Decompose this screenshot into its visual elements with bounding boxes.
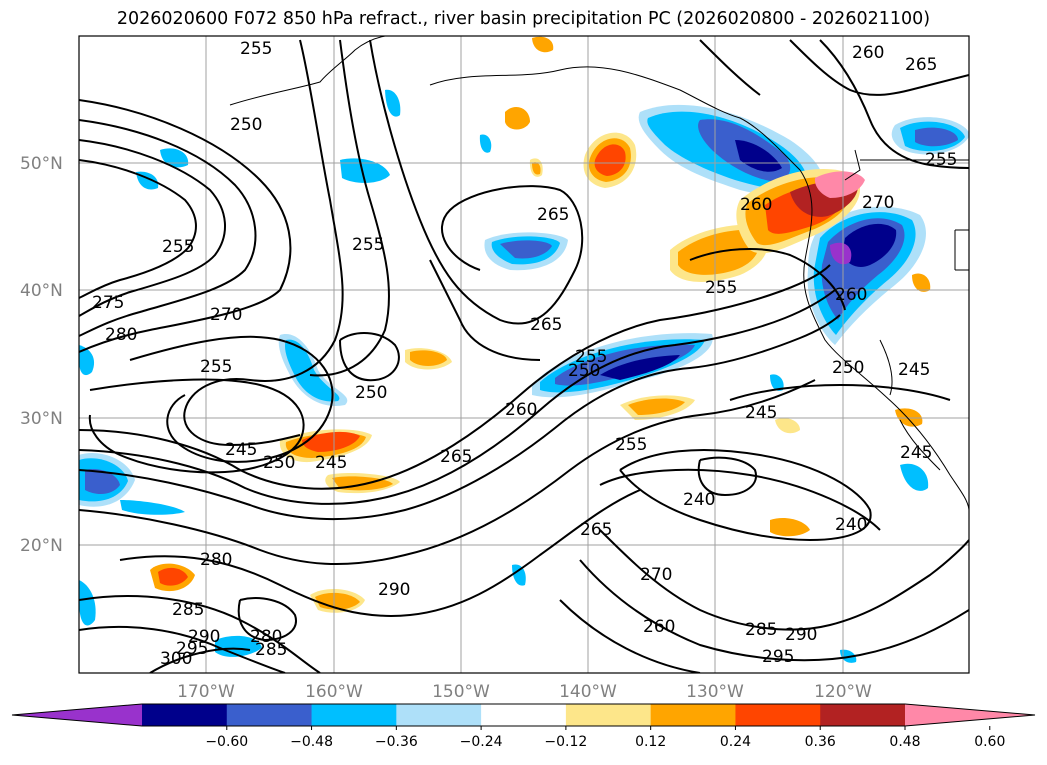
svg-text:280: 280 bbox=[105, 325, 137, 345]
precip-shading bbox=[79, 36, 969, 663]
svg-text:295: 295 bbox=[176, 639, 208, 659]
svg-text:245: 245 bbox=[745, 403, 777, 423]
colorbar-swatch bbox=[735, 704, 821, 726]
graticule bbox=[79, 36, 969, 673]
svg-text:255: 255 bbox=[162, 237, 194, 257]
colorbar: −0.60 −0.48 −0.36 −0.24 −0.12 0.12 0.24 0.36 0.4… bbox=[11, 703, 1036, 750]
colorbar-swatch bbox=[650, 704, 736, 726]
svg-text:265: 265 bbox=[537, 205, 569, 225]
coastlines bbox=[229, 36, 969, 511]
svg-text:260: 260 bbox=[740, 195, 772, 215]
svg-text:240: 240 bbox=[835, 515, 867, 535]
colorbar-tick-label: −0.36 bbox=[375, 734, 418, 750]
lat-label: 50°N bbox=[20, 154, 63, 174]
colorbar-tick-label: 0.60 bbox=[974, 734, 1005, 750]
svg-text:270: 270 bbox=[210, 305, 242, 325]
svg-text:255: 255 bbox=[615, 435, 647, 455]
svg-text:300: 300 bbox=[160, 649, 192, 669]
svg-text:255: 255 bbox=[240, 39, 272, 59]
svg-text:255: 255 bbox=[352, 235, 384, 255]
svg-text:245: 245 bbox=[900, 443, 932, 463]
svg-text:265: 265 bbox=[905, 55, 937, 75]
colorbar-extend-high bbox=[905, 704, 1035, 726]
svg-text:260: 260 bbox=[505, 400, 537, 420]
map-frame bbox=[78, 35, 970, 674]
lat-label: 20°N bbox=[20, 536, 63, 556]
contour-labels: 255 250 260 265 265 255 255 270 280 275 … bbox=[92, 39, 957, 669]
svg-text:285: 285 bbox=[172, 600, 204, 620]
svg-text:295: 295 bbox=[762, 647, 794, 667]
svg-text:255: 255 bbox=[575, 347, 607, 367]
svg-text:265: 265 bbox=[440, 447, 472, 467]
svg-text:250: 250 bbox=[832, 358, 864, 378]
svg-text:285: 285 bbox=[745, 620, 777, 640]
colorbar-swatch bbox=[565, 704, 652, 726]
colorbar-tick-label: −0.48 bbox=[290, 734, 333, 750]
lon-label: 130°W bbox=[686, 682, 744, 702]
svg-text:245: 245 bbox=[225, 440, 257, 460]
colorbar-extend-low bbox=[12, 704, 142, 726]
colorbar-outline bbox=[11, 703, 1036, 727]
svg-text:290: 290 bbox=[378, 580, 410, 600]
colorbar-tick-label: −0.24 bbox=[460, 734, 503, 750]
colorbar-tick-label: 0.24 bbox=[720, 734, 751, 750]
lon-label: 160°W bbox=[305, 682, 363, 702]
lon-label: 140°W bbox=[559, 682, 617, 702]
svg-text:250: 250 bbox=[230, 115, 262, 135]
svg-text:270: 270 bbox=[640, 565, 672, 585]
svg-text:255: 255 bbox=[705, 278, 737, 298]
svg-text:255: 255 bbox=[200, 357, 232, 377]
colorbar-tick-label: −0.12 bbox=[544, 734, 587, 750]
colorbar-swatch bbox=[481, 704, 567, 726]
svg-text:260: 260 bbox=[852, 43, 884, 63]
lon-label: 170°W bbox=[177, 682, 235, 702]
svg-text:280: 280 bbox=[200, 550, 232, 570]
lat-label: 40°N bbox=[20, 281, 63, 301]
colorbar-swatch bbox=[820, 704, 906, 726]
svg-text:250: 250 bbox=[568, 361, 600, 381]
colorbar-swatch bbox=[142, 704, 228, 726]
svg-text:290: 290 bbox=[188, 627, 220, 647]
svg-text:255: 255 bbox=[925, 150, 957, 170]
latitude-labels: 50°N 40°N 30°N 20°N bbox=[20, 154, 63, 556]
longitude-labels: 170°W 160°W 150°W 140°W 130°W 120°W bbox=[177, 682, 872, 702]
svg-text:250: 250 bbox=[263, 453, 295, 473]
svg-text:285: 285 bbox=[255, 640, 287, 660]
svg-text:240: 240 bbox=[683, 490, 715, 510]
map-title: 2026020600 F072 850 hPa refract., river … bbox=[116, 9, 931, 29]
svg-text:275: 275 bbox=[92, 293, 124, 313]
svg-text:280: 280 bbox=[250, 627, 282, 647]
svg-text:265: 265 bbox=[530, 315, 562, 335]
colorbar-tick-label: 0.48 bbox=[889, 734, 920, 750]
svg-text:245: 245 bbox=[898, 360, 930, 380]
colorbar-tick-label: 0.12 bbox=[635, 734, 666, 750]
colorbar-swatch bbox=[311, 704, 397, 726]
svg-text:250: 250 bbox=[355, 383, 387, 403]
colorbar-tick-label: 0.36 bbox=[805, 734, 836, 750]
colorbar-swatch bbox=[396, 704, 482, 726]
svg-text:270: 270 bbox=[862, 193, 894, 213]
lon-label: 120°W bbox=[814, 682, 872, 702]
lat-label: 30°N bbox=[20, 409, 63, 429]
svg-text:260: 260 bbox=[835, 285, 867, 305]
svg-text:260: 260 bbox=[643, 617, 675, 637]
svg-text:265: 265 bbox=[580, 520, 612, 540]
lon-label: 150°W bbox=[432, 682, 490, 702]
colorbar-swatch bbox=[226, 704, 313, 726]
svg-text:245: 245 bbox=[315, 453, 347, 473]
refractivity-contours bbox=[79, 39, 969, 673]
svg-text:290: 290 bbox=[785, 625, 817, 645]
colorbar-tick-label: −0.60 bbox=[205, 734, 248, 750]
